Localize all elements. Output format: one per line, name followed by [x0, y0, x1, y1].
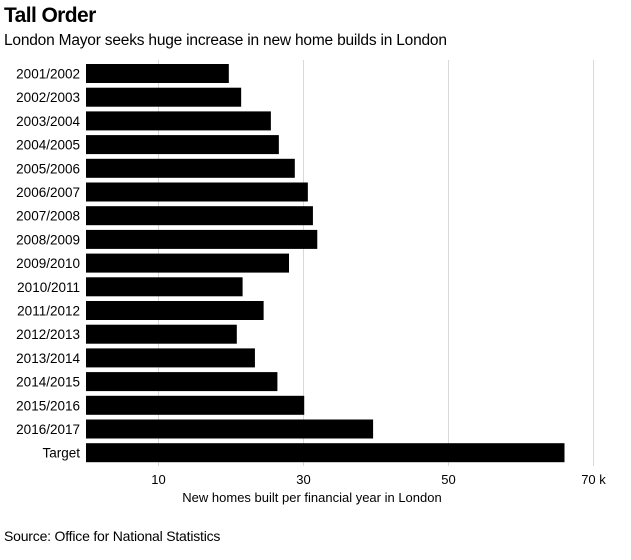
- chart-title: Tall Order: [4, 4, 96, 27]
- category-label-2006-2007: 2006/2007: [16, 185, 80, 200]
- category-label-2001-2002: 2001/2002: [16, 67, 80, 82]
- bar-2008-2009: [86, 229, 318, 249]
- bar-2003-2004: [86, 111, 271, 131]
- bar-target: [86, 443, 565, 463]
- category-labels: 2001/2002 2002/2003 2003/2004 2004/2005 2005…: [16, 67, 80, 461]
- bar-2007-2008: [86, 206, 313, 226]
- category-label-2011-2012: 2011/2012: [17, 304, 80, 319]
- x-tick-label-10: 10: [151, 472, 165, 487]
- bar-2006-2007: [86, 182, 308, 202]
- bar-2010-2011: [86, 277, 243, 297]
- chart-subtitle: London Mayor seeks huge increase in new …: [4, 32, 447, 49]
- x-tick-label-70: 70 k: [581, 472, 606, 487]
- bar-chart: 2001/2002 2002/2003 2003/2004 2004/2005 2005…: [16, 60, 606, 505]
- bar-2009-2010: [86, 253, 289, 273]
- source-note: Source: Office for National Statistics: [4, 528, 221, 544]
- category-label-2013-2014: 2013/2014: [16, 351, 80, 366]
- bar-2011-2012: [86, 301, 264, 320]
- category-label-2002-2003: 2002/2003: [16, 90, 80, 105]
- bar-2016-2017: [86, 419, 374, 439]
- category-label-2014-2015: 2014/2015: [16, 375, 80, 390]
- bars: [86, 64, 565, 463]
- bar-2013-2014: [86, 348, 255, 368]
- category-label-target: Target: [42, 446, 80, 461]
- category-label-2012-2013: 2012/2013: [16, 327, 80, 342]
- x-tick-label-50: 50: [441, 472, 455, 487]
- bar-2002-2003: [86, 87, 242, 107]
- category-label-2010-2011: 2010/2011: [17, 280, 80, 295]
- category-label-2005-2006: 2005/2006: [16, 161, 80, 176]
- category-label-2003-2004: 2003/2004: [16, 114, 80, 129]
- bar-2001-2002: [86, 64, 229, 83]
- bar-2014-2015: [86, 372, 278, 392]
- category-label-2008-2009: 2008/2009: [16, 232, 80, 247]
- x-tick-label-30: 30: [296, 472, 310, 487]
- bar-2004-2005: [86, 135, 279, 155]
- bar-2012-2013: [86, 324, 237, 344]
- category-label-2004-2005: 2004/2005: [16, 138, 80, 153]
- x-axis-ticks: 10 30 50 70 k: [151, 472, 606, 487]
- category-label-2015-2016: 2015/2016: [16, 398, 80, 413]
- x-axis-label: New homes built per financial year in Lo…: [182, 490, 441, 505]
- category-label-2007-2008: 2007/2008: [16, 209, 80, 224]
- bar-2005-2006: [86, 158, 295, 178]
- category-label-2016-2017: 2016/2017: [16, 422, 80, 437]
- category-label-2009-2010: 2009/2010: [16, 256, 80, 271]
- bar-2015-2016: [86, 395, 305, 415]
